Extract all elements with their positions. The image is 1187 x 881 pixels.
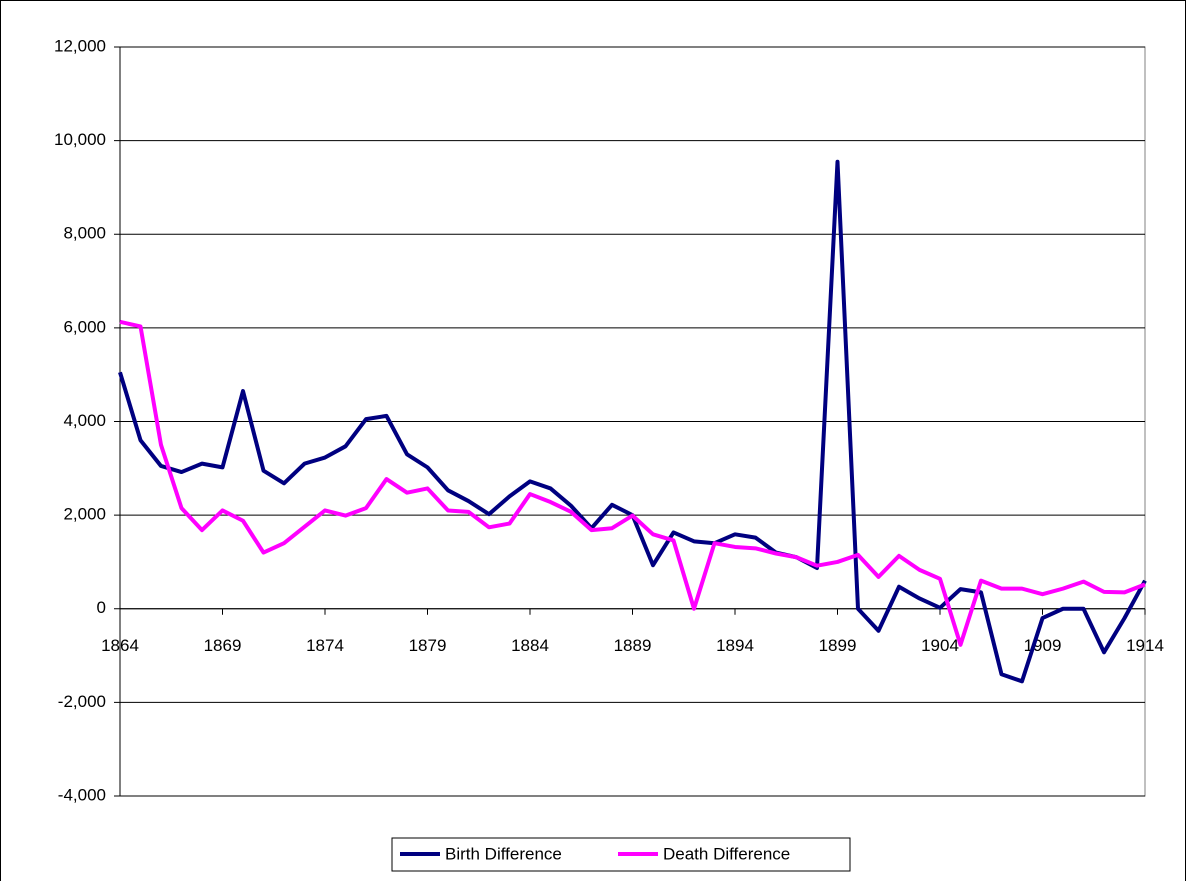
x-tick-label: 1889	[614, 636, 652, 655]
x-tick-label: 1884	[511, 636, 549, 655]
x-tick-label: 1909	[1024, 636, 1062, 655]
y-tick-label: 0	[97, 598, 106, 617]
x-tick-label: 1874	[306, 636, 344, 655]
x-tick-label: 1904	[921, 636, 959, 655]
data-line	[119, 319, 1146, 647]
y-tick-label: 2,000	[63, 505, 106, 524]
y-tick-label: 6,000	[63, 317, 106, 336]
x-tick-label: 1899	[819, 636, 857, 655]
x-tick-label: 1914	[1126, 636, 1164, 655]
legend-label: Birth Difference	[445, 844, 562, 863]
y-tick-label: 4,000	[63, 411, 106, 430]
y-tick-label: 10,000	[54, 130, 106, 149]
y-tick-label: 12,000	[54, 36, 106, 55]
y-tick-label: 8,000	[63, 224, 106, 243]
y-tick-label: -2,000	[58, 692, 106, 711]
x-tick-label: 1879	[409, 636, 447, 655]
legend-label: Death Difference	[663, 844, 790, 863]
x-tick-label: 1894	[716, 636, 754, 655]
x-tick-label: 1869	[204, 636, 242, 655]
x-tick-label: 1864	[101, 636, 139, 655]
y-tick-label: -4,000	[58, 785, 106, 804]
